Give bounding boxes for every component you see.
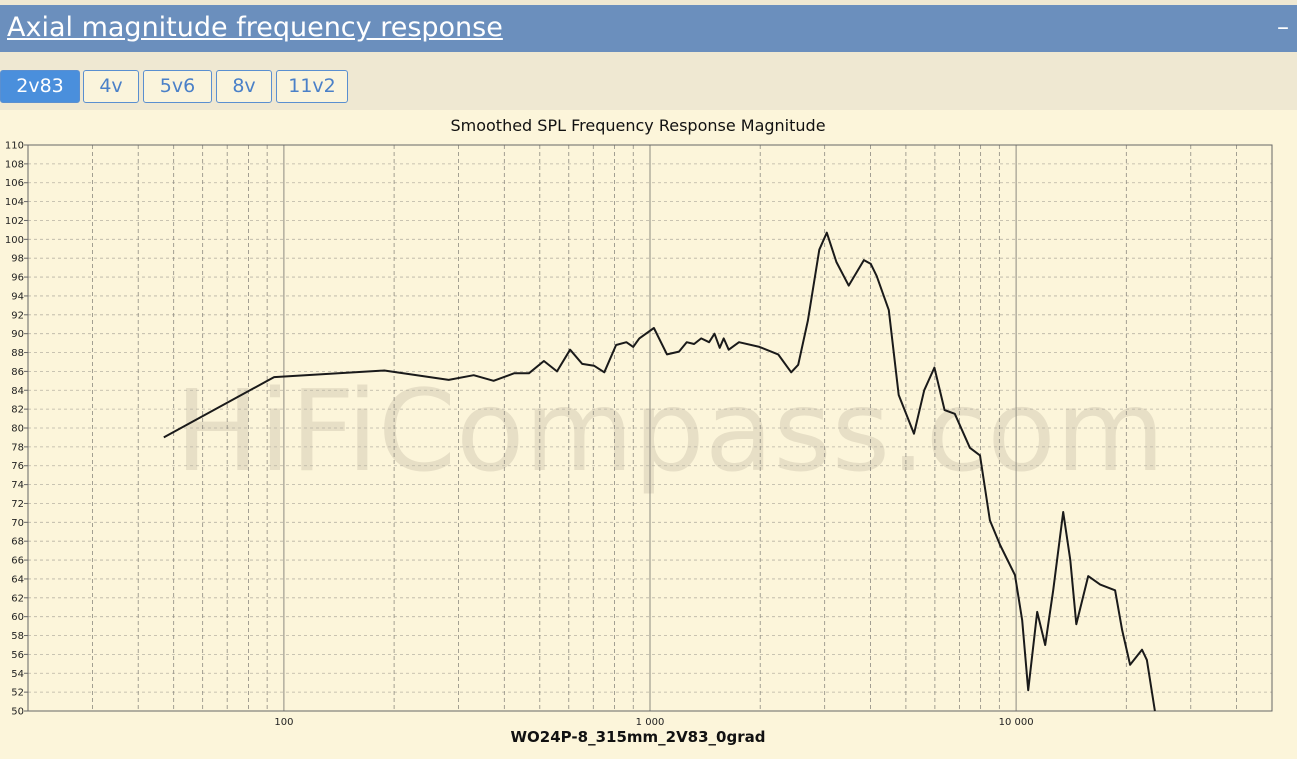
y-tick-label: 76 bbox=[11, 461, 24, 472]
y-tick-label: 86 bbox=[11, 367, 24, 378]
y-tick-label: 50 bbox=[11, 707, 24, 718]
x-tick-label: 10 000 bbox=[999, 717, 1034, 728]
tab[interactable]: 8v bbox=[216, 70, 272, 103]
y-tick-label: 54 bbox=[11, 669, 24, 680]
plot-frame bbox=[27, 144, 1273, 712]
y-tick-label: 60 bbox=[11, 612, 24, 623]
y-tick-label: 62 bbox=[11, 593, 24, 604]
y-tick-label: 70 bbox=[11, 518, 24, 529]
response-curve bbox=[163, 231, 1156, 712]
y-tick-label: 110 bbox=[5, 141, 24, 152]
x-axis-label: WO24P-8_315mm_2V83_0grad bbox=[511, 728, 766, 746]
y-tick-label: 88 bbox=[11, 348, 24, 359]
y-tick-label: 100 bbox=[5, 235, 24, 246]
x-tick-label: 1 000 bbox=[636, 717, 665, 728]
y-tick-label: 108 bbox=[5, 159, 24, 170]
y-tick-label: 96 bbox=[11, 273, 24, 284]
y-tick-label: 104 bbox=[5, 197, 24, 208]
tab[interactable]: 4v bbox=[83, 70, 139, 103]
chart-title: Smoothed SPL Frequency Response Magnitud… bbox=[450, 116, 825, 135]
y-tick-label: 92 bbox=[11, 310, 24, 321]
y-tick-label: 58 bbox=[11, 631, 24, 642]
y-tick-label: 52 bbox=[11, 688, 24, 699]
section-header[interactable]: Axial magnitude frequency response – bbox=[0, 5, 1297, 52]
y-tick-label: 98 bbox=[11, 254, 24, 265]
y-tick-label: 56 bbox=[11, 650, 24, 661]
y-tick-label: 106 bbox=[5, 178, 24, 189]
watermark: HiFiCompass.com bbox=[175, 367, 1165, 497]
y-tick-label: 94 bbox=[11, 291, 24, 302]
y-tick-label: 102 bbox=[5, 216, 24, 227]
y-tick-label: 72 bbox=[11, 499, 24, 510]
chart: Smoothed SPL Frequency Response Magnitud… bbox=[0, 110, 1297, 759]
y-tick-label: 74 bbox=[11, 480, 24, 491]
y-tick-label: 90 bbox=[11, 329, 24, 340]
tab[interactable]: 2v83 bbox=[0, 70, 80, 103]
y-tick-label: 80 bbox=[11, 424, 24, 435]
y-tick-label: 66 bbox=[11, 556, 24, 567]
y-tick-label: 84 bbox=[11, 386, 24, 397]
y-tick-label: 64 bbox=[11, 574, 24, 585]
collapse-button[interactable]: – bbox=[1277, 13, 1289, 41]
y-tick-label: 68 bbox=[11, 537, 24, 548]
y-tick-label: 78 bbox=[11, 442, 24, 453]
y-tick-label: 82 bbox=[11, 405, 24, 416]
tab[interactable]: 11v2 bbox=[276, 70, 348, 103]
x-tick-label: 100 bbox=[274, 717, 293, 728]
section-title[interactable]: Axial magnitude frequency response bbox=[7, 12, 503, 43]
tab[interactable]: 5v6 bbox=[143, 70, 212, 103]
